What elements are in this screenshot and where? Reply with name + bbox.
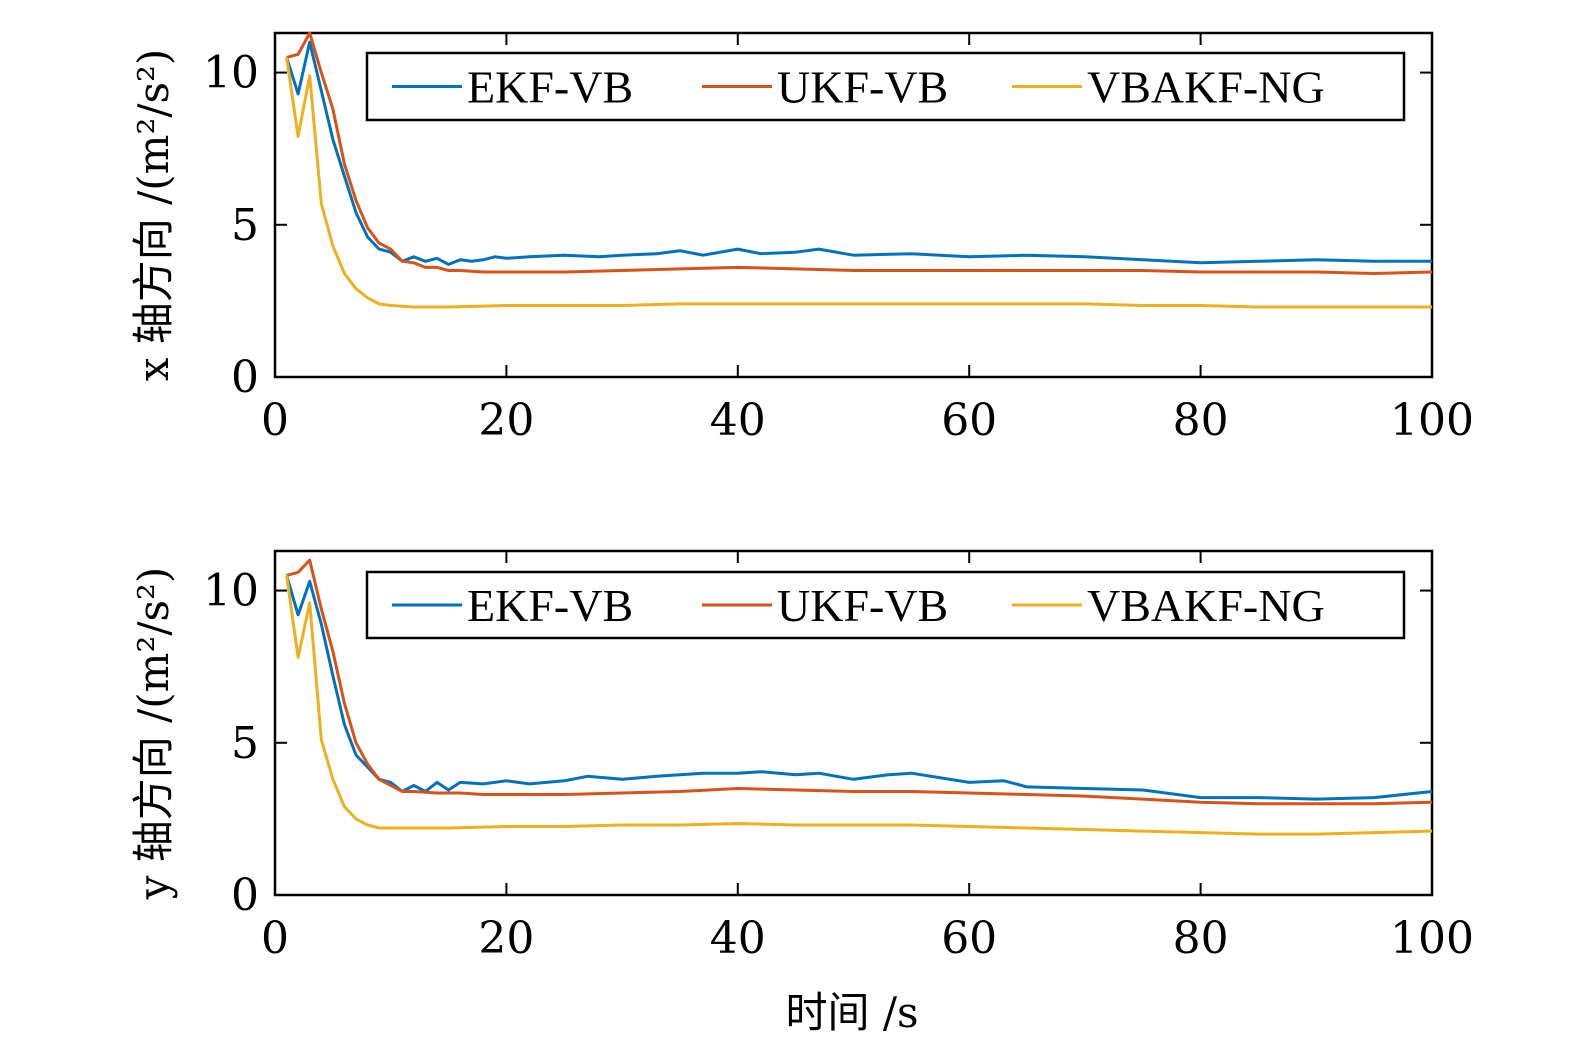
x-tick-label: 100 [1390, 395, 1474, 446]
x-tick-label: 60 [941, 395, 997, 446]
series-line-vbakf-ng [285, 57, 1432, 309]
x-axis-title: 时间 /s [785, 988, 918, 1037]
x-tick-label: 20 [478, 913, 534, 964]
y-tick-label: 5 [231, 200, 259, 251]
x-tick-label: 40 [710, 395, 766, 446]
x-tick-label: 60 [941, 913, 997, 964]
y-tick-label: 10 [203, 566, 259, 617]
plot-frame [273, 31, 1434, 379]
y-tick-label: 0 [231, 870, 259, 921]
plot-frame [273, 549, 1434, 897]
x-tick-label: 80 [1173, 913, 1229, 964]
x-tick-label: 100 [1390, 913, 1474, 964]
chart-panel-y: 0 20 40 60 80 100 0 5 10 y 轴方向 /(m²/s²) EKF-VB UKF-… [129, 549, 1474, 964]
y-axis-title: y 轴方向 /(m²/s²) [129, 567, 178, 901]
legend-label-ukf-vb: UKF-VB [777, 580, 948, 631]
y-tick-label: 0 [231, 352, 259, 403]
legend-label-ukf-vb: UKF-VB [777, 62, 948, 113]
x-tick-label: 80 [1173, 395, 1229, 446]
y-axis-title: x 轴方向 /(m²/s²) [129, 49, 178, 382]
x-tick-label: 0 [261, 913, 289, 964]
legend-box [365, 51, 1406, 122]
legend-label-vbakf-ng: VBAKF-NG [1087, 62, 1325, 113]
x-tick-label: 0 [261, 395, 289, 446]
legend-label-ekf-vb: EKF-VB [467, 62, 633, 113]
y-tick-label: 5 [231, 718, 259, 769]
y-tick-label: 10 [203, 48, 259, 99]
x-tick-label: 40 [710, 913, 766, 964]
series-line-ekf-vb [285, 574, 1432, 801]
series-line-ekf-vb [285, 40, 1432, 266]
legend-label-ekf-vb: EKF-VB [467, 580, 633, 631]
series-line-ukf-vb [286, 31, 1432, 275]
legend-box [365, 570, 1406, 640]
chart-panel-x: 0 20 40 60 80 100 0 5 10 x 轴方向 /(m²/s²) EKF-VB UKF-… [129, 31, 1474, 446]
x-tick-label: 20 [478, 395, 534, 446]
series-line-vbakf-ng [285, 575, 1432, 836]
series-line-ukf-vb [286, 558, 1432, 806]
legend-label-vbakf-ng: VBAKF-NG [1087, 580, 1325, 631]
